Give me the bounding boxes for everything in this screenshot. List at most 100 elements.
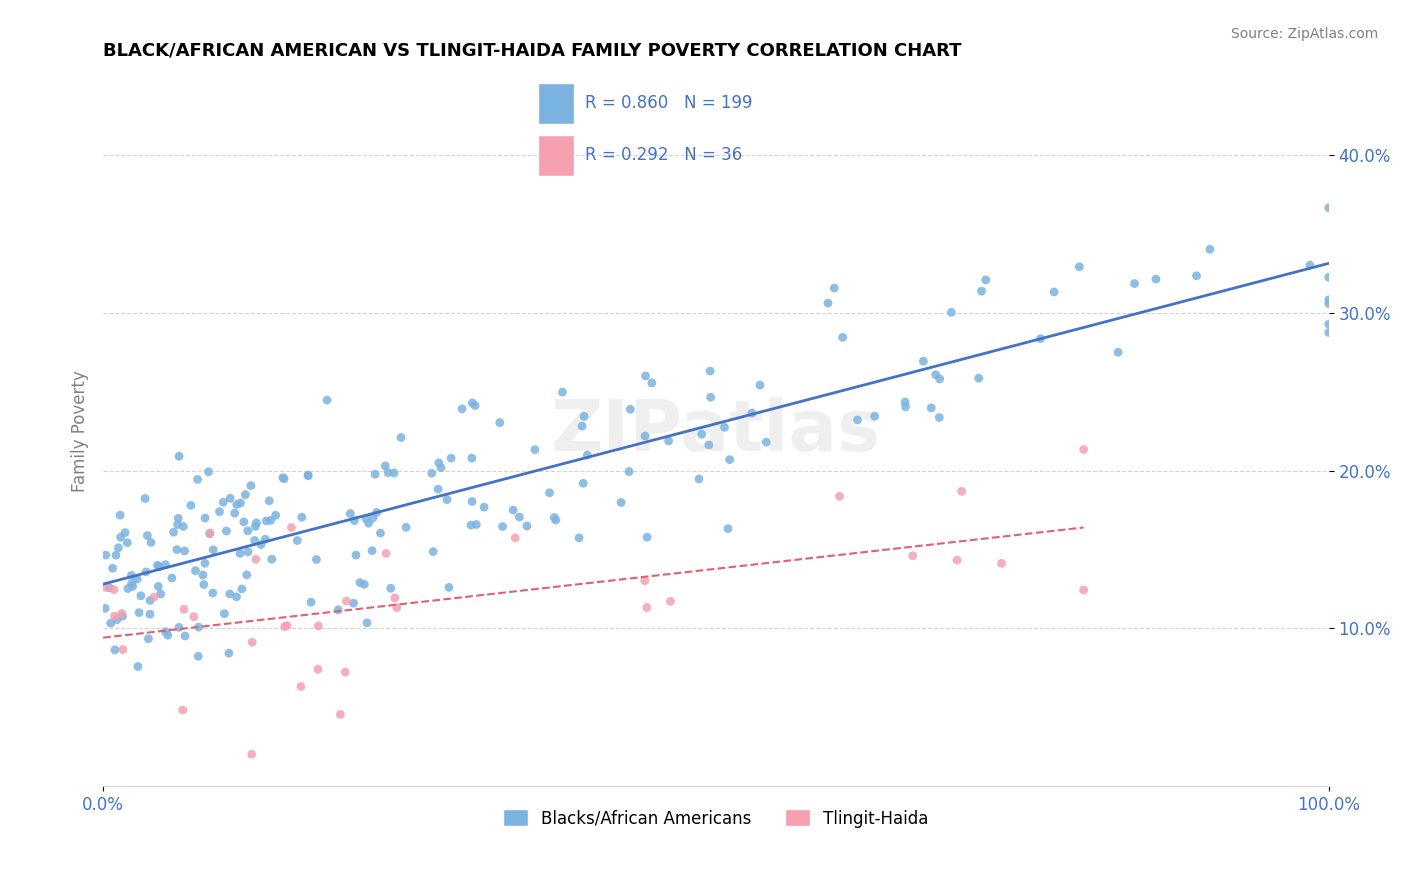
Point: [148, 559, 170, 574]
Point: [208, 505, 231, 519]
Point: [105, 613, 128, 627]
Point: [1299, 258, 1322, 272]
Point: [749, 378, 772, 392]
Point: [305, 552, 328, 566]
Point: [121, 579, 143, 593]
Point: [636, 600, 658, 615]
Point: [894, 400, 917, 414]
Point: [741, 406, 763, 420]
Point: [427, 456, 450, 470]
Point: [508, 510, 530, 524]
Point: [135, 565, 157, 579]
Point: [690, 427, 713, 442]
Point: [146, 558, 169, 573]
Point: [273, 620, 295, 634]
Point: [172, 703, 194, 717]
Point: [103, 582, 125, 597]
Point: [1069, 260, 1091, 274]
Point: [243, 533, 266, 548]
Point: [502, 503, 524, 517]
Point: [354, 512, 377, 526]
Point: [155, 624, 177, 639]
Point: [538, 485, 561, 500]
Point: [894, 395, 917, 409]
Point: [928, 410, 950, 425]
Point: [335, 665, 357, 679]
Point: [107, 541, 129, 555]
Point: [436, 492, 458, 507]
Point: [229, 546, 252, 560]
Point: [1123, 277, 1146, 291]
Text: BLACK/AFRICAN AMERICAN VS TLINGIT-HAIDA FAMILY POVERTY CORRELATION CHART: BLACK/AFRICAN AMERICAN VS TLINGIT-HAIDA …: [103, 42, 962, 60]
Point: [297, 468, 319, 483]
Point: [828, 489, 851, 503]
Point: [912, 354, 935, 368]
Point: [184, 564, 207, 578]
Point: [366, 505, 388, 519]
Point: [634, 368, 657, 383]
Point: [339, 507, 361, 521]
Point: [129, 589, 152, 603]
Point: [1317, 270, 1340, 285]
Point: [149, 587, 172, 601]
Point: [136, 528, 159, 542]
Point: [576, 448, 599, 462]
FancyBboxPatch shape: [538, 83, 574, 123]
Point: [361, 543, 384, 558]
Point: [316, 393, 339, 408]
Point: [464, 399, 486, 413]
Point: [329, 707, 352, 722]
Point: [259, 493, 281, 508]
Point: [357, 516, 380, 531]
Point: [990, 557, 1012, 571]
Point: [1317, 317, 1340, 331]
Text: ZIPatlas: ZIPatlas: [551, 397, 882, 466]
Point: [755, 435, 778, 450]
Point: [1043, 285, 1066, 299]
Point: [156, 628, 179, 642]
Point: [100, 616, 122, 631]
Point: [472, 500, 495, 515]
Point: [617, 465, 640, 479]
Point: [420, 467, 443, 481]
Point: [343, 514, 366, 528]
Point: [111, 609, 134, 624]
Point: [193, 577, 215, 591]
Point: [239, 478, 262, 492]
Point: [160, 571, 183, 585]
Point: [225, 590, 247, 604]
Point: [101, 561, 124, 575]
Point: [863, 409, 886, 424]
Point: [430, 460, 453, 475]
Point: [103, 609, 125, 624]
Point: [167, 450, 190, 464]
Point: [240, 747, 263, 762]
Point: [427, 482, 450, 496]
Point: [1185, 268, 1208, 283]
Point: [134, 491, 156, 506]
Point: [117, 582, 139, 596]
Point: [240, 635, 263, 649]
Point: [385, 600, 408, 615]
Point: [636, 530, 658, 544]
Point: [138, 632, 160, 646]
Point: [297, 468, 319, 483]
Point: [218, 646, 240, 660]
Point: [225, 498, 247, 512]
Point: [120, 568, 142, 582]
Point: [299, 595, 322, 609]
Point: [236, 545, 259, 559]
Point: [461, 396, 484, 410]
Point: [245, 519, 267, 533]
Point: [1073, 442, 1095, 457]
Point: [139, 593, 162, 607]
Point: [235, 488, 257, 502]
Point: [488, 416, 510, 430]
Point: [688, 472, 710, 486]
Point: [194, 511, 217, 525]
Point: [634, 429, 657, 443]
Point: [105, 548, 128, 562]
Point: [187, 649, 209, 664]
Point: [108, 508, 131, 523]
Point: [437, 581, 460, 595]
